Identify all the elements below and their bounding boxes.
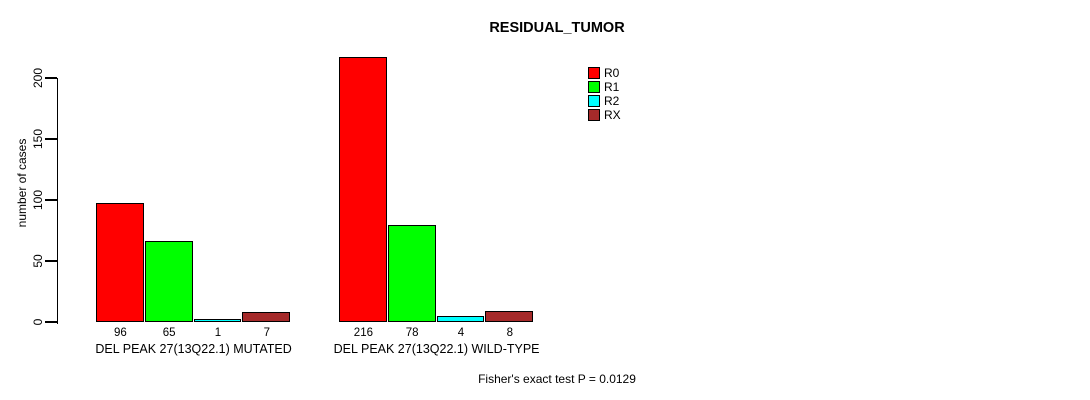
bar-value-label: 96 xyxy=(113,327,127,339)
bar-r2-group1 xyxy=(193,319,242,323)
bar-value-label: 7 xyxy=(263,327,270,339)
x-category-label: DEL PEAK 27(13Q22.1) MUTATED xyxy=(95,342,292,356)
y-tick-mark xyxy=(44,138,57,140)
bar-value-label: 65 xyxy=(162,327,176,339)
x-category-label: DEL PEAK 27(13Q22.1) WILD-TYPE xyxy=(333,342,540,356)
legend-label-r0: R0 xyxy=(604,65,620,80)
legend-swatch-r2 xyxy=(588,94,600,107)
bar-value-label: 216 xyxy=(353,327,373,339)
y-tick-label: 0 xyxy=(31,318,45,326)
legend-label-r2: R2 xyxy=(604,93,620,108)
legend-label-rx: RX xyxy=(604,108,621,123)
y-tick-label: 100 xyxy=(31,189,45,211)
bar-value-label: 4 xyxy=(457,327,465,339)
y-tick-mark xyxy=(44,321,57,323)
bar-rx-group1 xyxy=(242,311,291,323)
fisher-test-annotation: Fisher's exact test P = 0.0129 xyxy=(478,372,636,386)
bar-value-label: 78 xyxy=(405,327,419,339)
bar-r1-group1 xyxy=(144,241,193,323)
y-axis-label: number of cases xyxy=(15,138,29,228)
y-tick-label: 50 xyxy=(31,254,45,268)
bar-rx-group2 xyxy=(485,310,534,323)
legend-swatch-r0 xyxy=(588,66,600,79)
bar-value-label: 1 xyxy=(214,327,222,339)
chart-title: RESIDUAL_TUMOR xyxy=(489,20,625,36)
bar-r1-group2 xyxy=(387,225,436,323)
legend-label-r1: R1 xyxy=(604,79,620,94)
legend-swatch-rx xyxy=(588,109,600,122)
bar-r0-group2 xyxy=(339,56,387,323)
bar-r2-group2 xyxy=(436,315,485,323)
y-tick-mark xyxy=(44,77,57,79)
y-axis-line xyxy=(56,78,58,324)
y-tick-label: 150 xyxy=(31,128,45,150)
y-tick-mark xyxy=(44,199,57,201)
bar-value-label: 8 xyxy=(506,327,513,339)
y-tick-mark xyxy=(44,260,57,262)
bar-r0-group1 xyxy=(96,203,144,323)
y-tick-label: 200 xyxy=(31,67,45,89)
legend-swatch-r1 xyxy=(588,80,600,93)
